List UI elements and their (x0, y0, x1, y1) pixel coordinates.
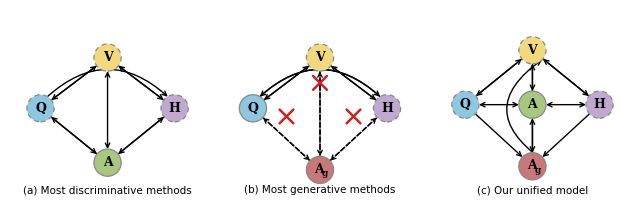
Text: H: H (169, 102, 180, 115)
Text: (a) Most discriminative methods: (a) Most discriminative methods (23, 185, 192, 195)
Circle shape (94, 149, 121, 176)
Text: V: V (315, 51, 325, 64)
Text: Q: Q (248, 102, 259, 115)
Circle shape (374, 95, 401, 122)
Text: A: A (102, 156, 113, 169)
Circle shape (519, 37, 546, 64)
Circle shape (452, 91, 479, 118)
Text: Q: Q (460, 98, 471, 111)
Text: H: H (593, 98, 605, 111)
Circle shape (161, 95, 188, 122)
Circle shape (307, 44, 333, 71)
Text: (b) Most generative methods: (b) Most generative methods (244, 185, 396, 195)
Text: H: H (381, 102, 393, 115)
Circle shape (307, 156, 333, 183)
Circle shape (519, 91, 546, 118)
Text: A: A (527, 98, 538, 111)
Circle shape (239, 95, 266, 122)
Circle shape (586, 91, 613, 118)
Text: V: V (527, 44, 538, 57)
Circle shape (27, 95, 54, 122)
Text: A: A (527, 159, 536, 172)
Circle shape (94, 44, 121, 71)
Text: g: g (534, 166, 541, 175)
Text: V: V (102, 51, 113, 64)
Text: g: g (322, 169, 328, 178)
Text: (c) Our unified model: (c) Our unified model (477, 185, 588, 195)
Text: A: A (314, 163, 324, 176)
Circle shape (519, 153, 546, 180)
Text: Q: Q (35, 102, 46, 115)
